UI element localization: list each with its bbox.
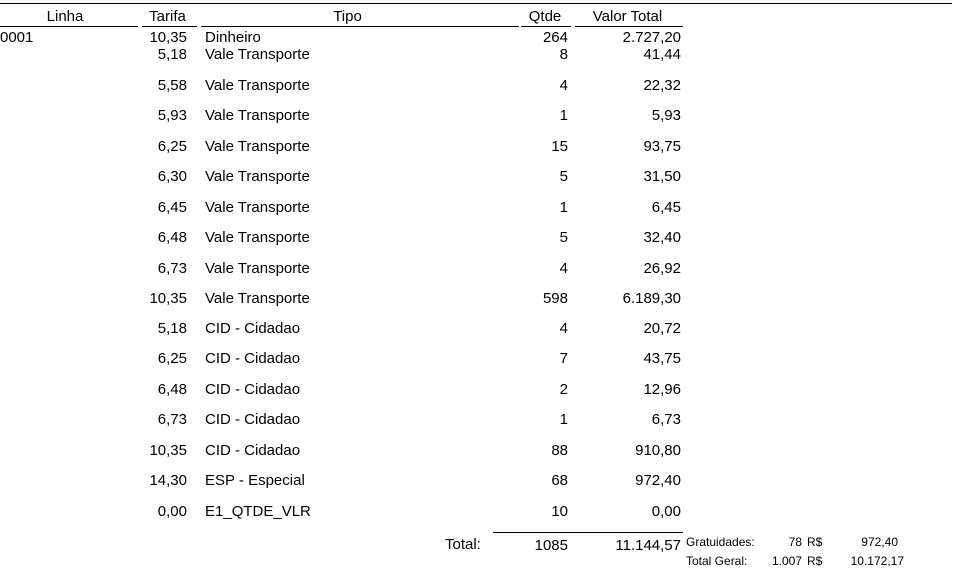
row-tipo: Vale Transporte bbox=[205, 107, 310, 124]
row-tarifa: 0,00 bbox=[157, 503, 187, 520]
row-tipo: CID - Cidadao bbox=[205, 320, 301, 337]
row-qtde: 15 bbox=[551, 138, 568, 155]
row-tarifa: 10,35 bbox=[149, 442, 187, 459]
header-underline-tarifa bbox=[142, 26, 197, 27]
header-tipo: Tipo bbox=[333, 8, 362, 25]
row-tarifa: 10,35 bbox=[149, 29, 187, 46]
row-qtde: 1 bbox=[559, 411, 568, 428]
header-valor-total: Valor Total bbox=[592, 8, 663, 25]
row-valor: 12,96 bbox=[643, 381, 681, 398]
row-valor: 26,92 bbox=[643, 260, 681, 277]
header-underline-qtde bbox=[521, 26, 571, 27]
gratuidades-label: Gratuidades: bbox=[686, 535, 755, 549]
total-valor: 11.144,57 bbox=[615, 537, 681, 554]
row-tipo: Dinheiro bbox=[205, 29, 261, 46]
row-qtde: 88 bbox=[551, 442, 568, 459]
row-tarifa: 6,25 bbox=[157, 350, 187, 367]
header-underline-valor bbox=[575, 26, 683, 27]
total-rule bbox=[493, 532, 683, 533]
row-tarifa: 5,58 bbox=[157, 77, 187, 94]
header-underline-tipo bbox=[201, 26, 519, 27]
row-qtde: 5 bbox=[559, 229, 568, 246]
row-valor: 6,45 bbox=[651, 199, 681, 216]
row-qtde: 264 bbox=[542, 29, 568, 46]
gratuidades-valor: 972,40 bbox=[861, 535, 898, 549]
row-qtde: 4 bbox=[559, 260, 568, 277]
row-tipo: Vale Transporte bbox=[205, 229, 310, 246]
row-valor: 93,75 bbox=[643, 138, 681, 155]
row-tarifa: 6,73 bbox=[157, 260, 187, 277]
gratuidades-qtde: 78 bbox=[788, 535, 802, 549]
row-qtde: 68 bbox=[551, 472, 568, 489]
row-qtde: 1 bbox=[559, 199, 568, 216]
gratuidades-currency: R$ bbox=[807, 535, 823, 549]
row-tarifa: 10,35 bbox=[149, 290, 187, 307]
row-tipo: CID - Cidadao bbox=[205, 350, 301, 367]
row-tarifa: 6,73 bbox=[157, 411, 187, 428]
linha-code: 0001 bbox=[0, 29, 34, 46]
header-qtde: Qtde bbox=[528, 8, 562, 25]
row-valor: 2.727,20 bbox=[622, 29, 681, 46]
top-rule bbox=[0, 3, 952, 4]
total-geral-currency: R$ bbox=[807, 554, 823, 568]
row-tipo: Vale Transporte bbox=[205, 260, 310, 277]
row-qtde: 4 bbox=[559, 320, 568, 337]
header-underline-linha bbox=[0, 26, 138, 27]
row-qtde: 7 bbox=[559, 350, 568, 367]
row-valor: 0,00 bbox=[651, 503, 681, 520]
total-label: Total: bbox=[445, 536, 481, 553]
row-tipo: Vale Transporte bbox=[205, 290, 310, 307]
row-valor: 6,73 bbox=[651, 411, 681, 428]
row-tipo: CID - Cidadao bbox=[205, 381, 301, 398]
row-qtde: 598 bbox=[542, 290, 568, 307]
row-qtde: 8 bbox=[559, 46, 568, 63]
row-valor: 972,40 bbox=[635, 472, 681, 489]
header-tarifa: Tarifa bbox=[149, 8, 186, 25]
row-tipo: CID - Cidadao bbox=[205, 442, 301, 459]
row-tipo: Vale Transporte bbox=[205, 46, 310, 63]
row-valor: 41,44 bbox=[643, 46, 681, 63]
total-geral-label: Total Geral: bbox=[686, 554, 748, 568]
row-qtde: 10 bbox=[551, 503, 568, 520]
total-qtde: 1085 bbox=[534, 537, 568, 554]
row-tipo: Vale Transporte bbox=[205, 138, 310, 155]
row-valor: 20,72 bbox=[643, 320, 681, 337]
row-tarifa: 14,30 bbox=[149, 472, 187, 489]
row-tarifa: 6,25 bbox=[157, 138, 187, 155]
total-geral-valor: 10.172,17 bbox=[850, 554, 904, 568]
row-valor: 31,50 bbox=[643, 168, 681, 185]
row-tipo: Vale Transporte bbox=[205, 77, 310, 94]
row-tipo: E1_QTDE_VLR bbox=[205, 503, 311, 520]
row-valor: 43,75 bbox=[643, 350, 681, 367]
row-tarifa: 5,18 bbox=[157, 320, 187, 337]
row-tipo: Vale Transporte bbox=[205, 168, 310, 185]
row-valor: 910,80 bbox=[635, 442, 681, 459]
row-qtde: 2 bbox=[559, 381, 568, 398]
row-qtde: 4 bbox=[559, 77, 568, 94]
row-qtde: 5 bbox=[559, 168, 568, 185]
row-qtde: 1 bbox=[559, 107, 568, 124]
row-valor: 5,93 bbox=[651, 107, 681, 124]
row-valor: 32,40 bbox=[643, 229, 681, 246]
row-tarifa: 5,93 bbox=[157, 107, 187, 124]
row-valor: 22,32 bbox=[643, 77, 681, 94]
row-tipo: ESP - Especial bbox=[205, 472, 305, 489]
header-linha: Linha bbox=[46, 8, 84, 25]
row-tarifa: 6,48 bbox=[157, 381, 187, 398]
row-tarifa: 5,18 bbox=[157, 46, 187, 63]
row-tarifa: 6,48 bbox=[157, 229, 187, 246]
total-geral-qtde: 1.007 bbox=[771, 554, 802, 568]
row-tarifa: 6,30 bbox=[157, 168, 187, 185]
row-tipo: Vale Transporte bbox=[205, 199, 310, 216]
row-tipo: CID - Cidadao bbox=[205, 411, 301, 428]
row-valor: 6.189,30 bbox=[622, 290, 681, 307]
row-tarifa: 6,45 bbox=[157, 199, 187, 216]
